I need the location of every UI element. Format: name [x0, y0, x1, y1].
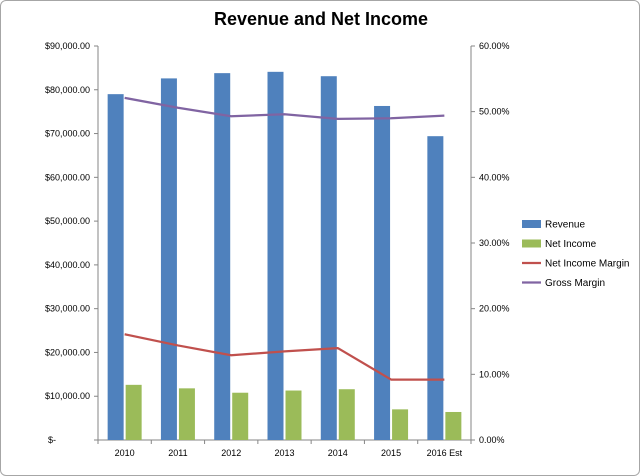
bar-net-income — [392, 409, 409, 440]
legend-swatch-net-income — [522, 239, 541, 248]
y-left-tick-label: $20,000.00 — [45, 347, 90, 357]
y-right-tick-label: 30.00% — [479, 238, 510, 248]
line-net-income-margin — [124, 333, 445, 381]
legend-label-net-income: Net Income — [545, 239, 597, 250]
y-left-tick-label: $30,000.00 — [45, 304, 90, 314]
bar-revenue — [107, 94, 124, 441]
legend-label-gross-margin: Gross Margin — [545, 278, 605, 289]
bar-revenue — [160, 78, 177, 440]
y-right-tick-label: 20.00% — [479, 304, 510, 314]
chart-title: Revenue and Net Income — [213, 9, 429, 29]
x-tick-label: 2014 — [328, 448, 348, 458]
bar-net-income — [445, 411, 462, 440]
x-tick-label: 2012 — [221, 448, 241, 458]
bar-net-income — [232, 392, 249, 440]
y-right-tick-label: 0.00% — [479, 435, 505, 445]
x-tick-label: 2011 — [168, 448, 187, 458]
y-left-tick-label: $- — [48, 435, 56, 445]
x-tick-label: 2015 — [381, 448, 401, 458]
y-right-tick-label: 40.00% — [479, 172, 510, 182]
bar-net-income — [125, 384, 142, 440]
y-left-tick-label: $10,000.00 — [45, 391, 90, 401]
y-right-tick-label: 10.00% — [479, 369, 510, 379]
x-tick-label: 2016 Est — [427, 448, 463, 458]
legend-swatch-revenue — [522, 220, 541, 228]
y-left-tick-label: $50,000.00 — [45, 216, 90, 226]
bar-net-income — [285, 390, 302, 440]
y-left-tick-label: $40,000.00 — [45, 260, 90, 270]
y-right-tick-label: 50.00% — [479, 107, 510, 117]
y-right-tick-label: 60.00% — [479, 41, 510, 51]
bar-revenue — [374, 105, 391, 440]
y-left-tick-label: $80,000.00 — [45, 85, 90, 95]
bar-revenue — [214, 73, 231, 441]
y-left-tick-label: $70,000.00 — [45, 129, 90, 139]
bar-revenue — [427, 136, 444, 440]
legend-label-net-income-margin: Net Income Margin — [545, 259, 629, 270]
y-left-tick-label: $90,000.00 — [45, 41, 90, 51]
x-tick-label: 2010 — [115, 448, 135, 458]
bar-revenue — [267, 71, 284, 440]
bar-revenue — [320, 76, 337, 440]
x-tick-label: 2013 — [274, 448, 294, 458]
legend-label-revenue: Revenue — [545, 220, 585, 231]
bar-net-income — [338, 389, 355, 440]
y-left-tick-label: $60,000.00 — [45, 172, 90, 182]
line-gross-margin — [124, 96, 445, 121]
bar-net-income — [178, 388, 195, 440]
